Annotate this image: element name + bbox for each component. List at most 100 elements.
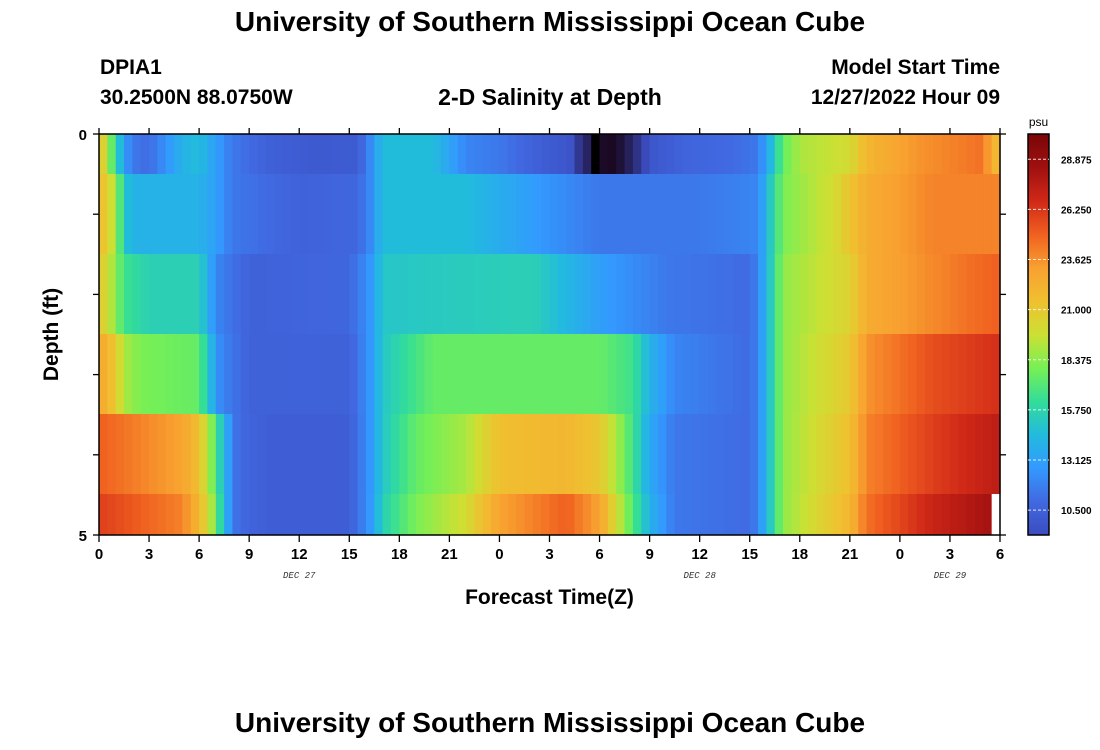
- heatmap-cell: [416, 254, 425, 334]
- heatmap-cell: [591, 414, 601, 494]
- heatmap-cell: [816, 134, 826, 174]
- heatmap-cell: [958, 134, 968, 174]
- heatmap-cell: [549, 134, 559, 174]
- heatmap-cell: [199, 174, 209, 254]
- heatmap-cell: [449, 334, 459, 414]
- heatmap-cell: [616, 334, 626, 414]
- heatmap-cell: [132, 334, 142, 414]
- heatmap-cell: [457, 254, 467, 334]
- heatmap-cell: [991, 494, 1001, 535]
- heatmap-cell: [733, 174, 742, 254]
- heatmap-cell: [207, 174, 217, 254]
- colorbar-label: 26.250: [1061, 205, 1092, 216]
- heatmap-cell: [274, 494, 284, 535]
- heatmap-cell: [507, 414, 517, 494]
- heatmap-cell: [382, 494, 392, 535]
- heatmap-cell: [424, 254, 434, 334]
- heatmap-cell: [799, 174, 809, 254]
- heatmap-cell: [174, 414, 184, 494]
- heatmap-cell: [749, 494, 759, 535]
- heatmap-cell: [716, 254, 726, 334]
- heatmap-cell: [299, 134, 309, 174]
- heatmap-cell: [282, 254, 292, 334]
- heatmap-cell: [641, 414, 651, 494]
- heatmap-cell: [432, 334, 442, 414]
- heatmap-cell: [315, 414, 325, 494]
- heatmap-cell: [808, 334, 818, 414]
- heatmap-cell: [282, 494, 292, 535]
- heatmap-cell: [566, 134, 576, 174]
- heatmap-cell: [841, 174, 851, 254]
- heatmap-cell: [866, 414, 876, 494]
- heatmap-cell: [507, 494, 517, 535]
- heatmap-cell: [115, 494, 125, 535]
- heatmap-cell: [140, 174, 150, 254]
- heatmap-cell: [699, 254, 709, 334]
- heatmap-cell: [632, 414, 642, 494]
- heatmap-cell: [549, 414, 559, 494]
- heatmap-cell: [657, 334, 667, 414]
- heatmap-cell: [682, 494, 692, 535]
- heatmap-cell: [549, 254, 559, 334]
- heatmap-cell: [758, 134, 767, 174]
- heatmap-cell: [257, 134, 267, 174]
- heatmap-cell: [566, 254, 576, 334]
- heatmap-cell: [190, 254, 200, 334]
- heatmap-cell: [224, 494, 234, 535]
- heatmap-cell: [524, 494, 534, 535]
- heatmap-cell: [849, 414, 859, 494]
- heatmap-cell: [482, 334, 492, 414]
- heatmap-cell: [99, 414, 108, 494]
- heatmap-cell: [424, 414, 434, 494]
- colorbar-gradient: [1027, 133, 1050, 536]
- heatmap-cell: [674, 174, 684, 254]
- colorbar-unit: psu: [1029, 115, 1048, 129]
- heatmap-cell: [783, 414, 793, 494]
- heatmap-cell: [240, 254, 250, 334]
- heatmap-cell: [199, 134, 209, 174]
- heatmap-cell: [783, 134, 793, 174]
- heatmap-cell: [657, 134, 667, 174]
- heatmap-cell: [908, 494, 918, 535]
- x-tick-label: 18: [791, 546, 808, 563]
- heatmap-cell: [382, 134, 392, 174]
- heatmap-cell: [749, 414, 759, 494]
- heatmap-cell: [249, 174, 259, 254]
- heatmap-cell: [733, 334, 742, 414]
- heatmap-cell: [733, 254, 742, 334]
- heatmap-cell: [591, 134, 601, 174]
- heatmap-cell: [866, 254, 876, 334]
- heatmap-cell: [632, 494, 642, 535]
- heatmap-cell: [99, 254, 108, 334]
- heatmap-cell: [949, 494, 959, 535]
- heatmap-cell: [274, 254, 284, 334]
- heatmap-cell: [349, 414, 359, 494]
- heatmap-cell: [224, 254, 234, 334]
- heatmap-cell: [991, 254, 1001, 334]
- heatmap-cell: [691, 334, 701, 414]
- heatmap-cell: [799, 414, 809, 494]
- heatmap-cell: [824, 414, 834, 494]
- heatmap-cell: [349, 334, 359, 414]
- heatmap-cell: [399, 134, 409, 174]
- heatmap-cell: [841, 254, 851, 334]
- heatmap-cell: [916, 334, 926, 414]
- heatmap-cell: [908, 414, 918, 494]
- heatmap-cell: [749, 134, 759, 174]
- heatmap-cell: [207, 134, 217, 174]
- heatmap-cell: [149, 174, 158, 254]
- heatmap-cell: [466, 254, 476, 334]
- heatmap-cell: [365, 134, 375, 174]
- heatmap-cell: [165, 254, 175, 334]
- heatmap-cell: [958, 414, 968, 494]
- heatmap-cell: [99, 494, 108, 535]
- heatmap-cell: [649, 334, 659, 414]
- heatmap-cell: [124, 254, 133, 334]
- station-coordinates: 30.2500N 88.0750W: [100, 86, 293, 109]
- heatmap-cell: [499, 334, 509, 414]
- heatmap-cell: [941, 174, 951, 254]
- heatmap-cell: [382, 174, 392, 254]
- heatmap-cell: [899, 334, 909, 414]
- heatmap-cell: [941, 334, 951, 414]
- heatmap-cell: [190, 334, 200, 414]
